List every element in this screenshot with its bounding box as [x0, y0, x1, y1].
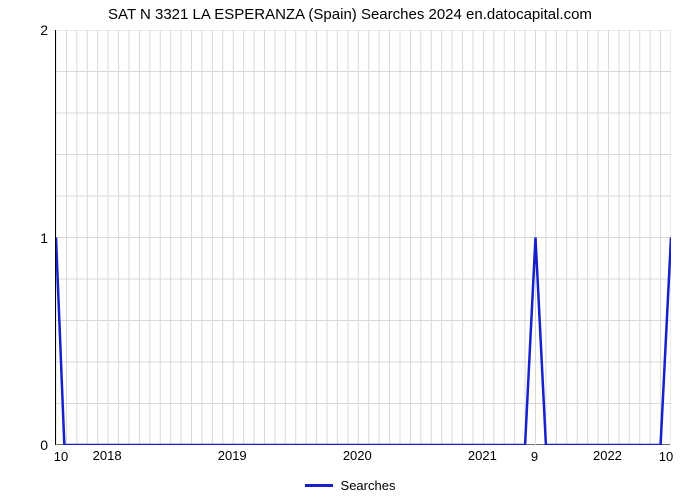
- x-tick: 2019: [218, 448, 247, 463]
- legend-label: Searches: [341, 478, 396, 493]
- chart-container: SAT N 3321 LA ESPERANZA (Spain) Searches…: [0, 0, 700, 500]
- x-tick: 2020: [343, 448, 372, 463]
- y-tick: 2: [30, 22, 48, 38]
- x-tick: 2021: [468, 448, 497, 463]
- gridlines: [56, 30, 671, 445]
- point-label: 9: [531, 449, 538, 464]
- x-tick: 2022: [593, 448, 622, 463]
- y-tick: 0: [30, 437, 48, 453]
- series-searches: [56, 238, 671, 446]
- plot-area: [55, 30, 670, 445]
- series-group: [56, 238, 671, 446]
- x-tick: 2018: [93, 448, 122, 463]
- legend: Searches: [0, 478, 700, 493]
- point-label: 10: [54, 449, 68, 464]
- legend-swatch: [305, 484, 333, 487]
- point-label: 10: [659, 449, 673, 464]
- y-tick: 1: [30, 230, 48, 246]
- chart-title: SAT N 3321 LA ESPERANZA (Spain) Searches…: [0, 6, 700, 23]
